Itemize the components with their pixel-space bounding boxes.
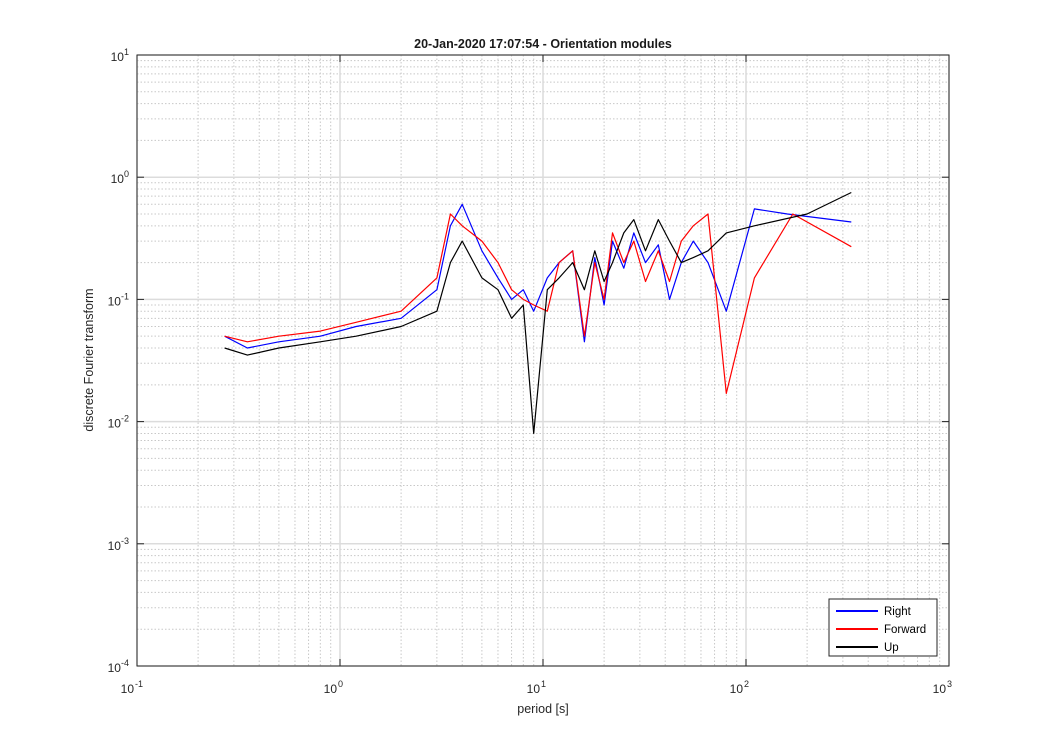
x-axis-label: period [s] (517, 702, 568, 716)
legend-label-up: Up (884, 642, 899, 654)
x-tick-label: 10 (324, 682, 338, 696)
y-tick-label: 10-3 (108, 536, 129, 553)
x-tick-label: 10 (121, 682, 135, 696)
legend-label-forward: Forward (884, 624, 926, 636)
y-tick-label: 101 (111, 47, 129, 64)
legend-box (828, 598, 938, 657)
legend-label-right: Right (884, 606, 912, 618)
series-line-forward (224, 213, 852, 394)
series-line-up (224, 191, 852, 434)
legend: Right Forward Up (828, 598, 938, 657)
x-tick-label: 10 (527, 682, 541, 696)
y-axis-label: discrete Fourier transform (82, 288, 96, 431)
chart-title: 20-Jan-2020 17:07:54 - Orientation modul… (414, 37, 672, 51)
x-tick-exponent: 1 (541, 679, 546, 689)
y-axis-ticks: 10-4 10-3 10-2 10-1 100 101 (108, 47, 949, 675)
x-axis-ticks: 10 -1 10 0 10 1 10 2 10 3 (121, 55, 952, 696)
x-tick-exponent: 3 (947, 679, 952, 689)
x-tick-exponent: -1 (135, 679, 143, 689)
y-tick-label: 10-2 (108, 414, 129, 431)
x-tick-exponent: 0 (338, 679, 343, 689)
x-tick-label: 10 (730, 682, 744, 696)
series-lines (224, 191, 852, 434)
y-tick-label: 10-4 (108, 658, 129, 675)
y-tick-label: 100 (111, 169, 129, 186)
x-tick-exponent: 2 (744, 679, 749, 689)
x-tick-label: 10 (933, 682, 947, 696)
y-tick-label: 10-1 (108, 291, 129, 308)
grid (136, 54, 950, 667)
